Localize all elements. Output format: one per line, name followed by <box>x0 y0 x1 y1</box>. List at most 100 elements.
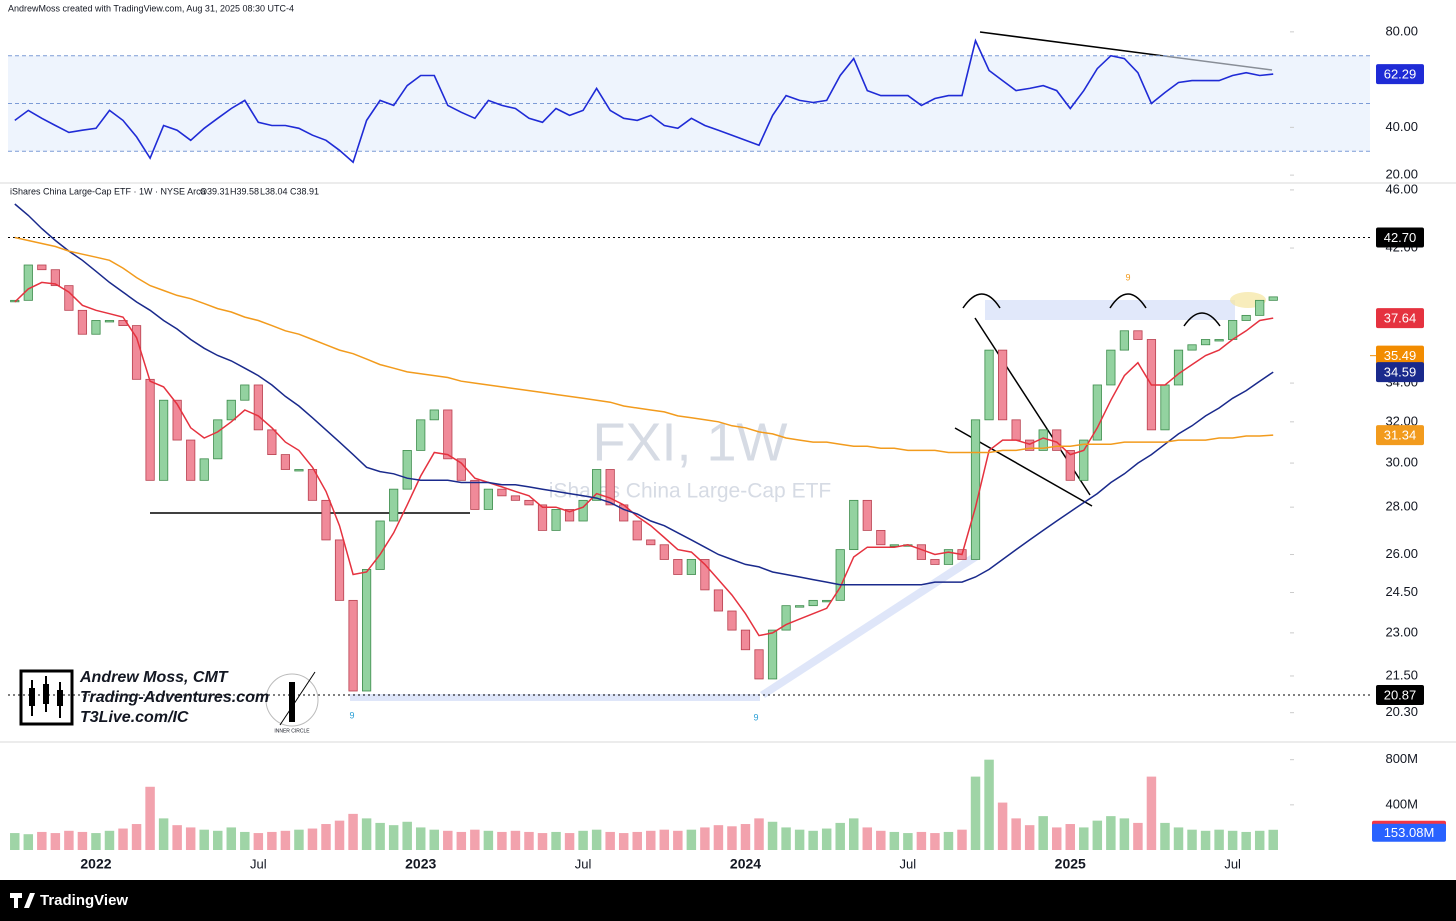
rsi-line <box>14 38 1274 164</box>
candle <box>199 458 209 481</box>
volume-bar <box>578 830 588 850</box>
candle <box>348 599 358 692</box>
volume-bar <box>1133 822 1143 850</box>
volume-label: 153.08M <box>1384 825 1435 840</box>
candle <box>943 549 954 565</box>
volume-bar <box>199 829 209 850</box>
volume-bar <box>849 818 859 850</box>
price-label: 37.64 <box>1384 311 1417 326</box>
candle <box>456 458 466 481</box>
watermark: FXI, 1W <box>592 412 787 472</box>
volume-bar <box>984 759 994 850</box>
candle <box>186 439 196 481</box>
candle <box>280 454 290 470</box>
moving-average <box>14 281 1274 637</box>
y-tick-label: 30.00 <box>1385 455 1418 470</box>
candle <box>727 610 737 631</box>
candle <box>795 605 805 608</box>
volume-bar <box>10 833 20 850</box>
candle <box>307 469 318 501</box>
candle <box>1241 314 1251 321</box>
candle <box>77 309 88 335</box>
candle <box>686 559 696 575</box>
volume-bar <box>1200 830 1211 850</box>
volume-bar <box>1173 827 1184 850</box>
volume-bar <box>294 829 304 850</box>
candle <box>1065 450 1075 481</box>
candle <box>646 539 656 546</box>
candle <box>767 629 778 680</box>
price-label: 62.29 <box>1384 67 1417 82</box>
volume-bar <box>470 829 480 850</box>
price-label: 34.59 <box>1384 365 1417 380</box>
candle <box>551 509 561 531</box>
volume-bar <box>213 830 223 850</box>
volume-bar <box>659 829 670 850</box>
moving-average <box>14 203 1274 586</box>
volume-bar <box>118 828 128 850</box>
volume-bar <box>794 829 805 850</box>
candle <box>104 320 115 323</box>
price-label-box <box>1376 684 1424 705</box>
volume-bar <box>185 827 196 850</box>
candle <box>862 499 872 531</box>
volume-bar <box>456 831 467 850</box>
volume-bar <box>524 831 534 850</box>
volume-bar <box>781 827 791 850</box>
volume-bar <box>240 831 250 850</box>
candle <box>808 599 818 607</box>
volume-bar <box>267 831 277 850</box>
volume-bar <box>591 829 602 850</box>
brand-line: T3Live.com/IC <box>80 709 189 726</box>
candle <box>673 559 683 575</box>
candle <box>334 539 345 601</box>
volume-bar <box>713 825 724 850</box>
volume-bar <box>767 821 778 850</box>
volume-bar <box>37 831 47 850</box>
x-tick-label: 2025 <box>1055 856 1086 872</box>
volume-bar <box>943 831 954 850</box>
candle <box>822 599 832 603</box>
volume-bar <box>1024 825 1035 850</box>
candle <box>389 488 399 522</box>
candle <box>835 549 845 601</box>
x-tick-label: Jul <box>900 856 917 871</box>
volume-bar <box>997 802 1008 850</box>
x-tick-label: Jul <box>575 856 592 871</box>
volume-bar <box>1051 827 1062 850</box>
price-label-box <box>1376 227 1424 248</box>
brand-line: Trading-Adventures.com <box>80 689 269 706</box>
candle <box>1119 330 1129 351</box>
volume-bar <box>23 834 34 850</box>
symbol-legend: iShares China Large-Cap ETF · 1W · NYSE … <box>10 186 206 196</box>
volume-bar <box>91 833 101 850</box>
ohlc: H39.58 <box>230 186 259 196</box>
candle <box>416 419 426 451</box>
candle <box>362 569 372 692</box>
y-tick-label: 40.00 <box>1385 119 1418 134</box>
candle <box>632 520 642 541</box>
y-tick-label: 26.00 <box>1385 546 1418 561</box>
volume-bar <box>1268 829 1278 850</box>
candle <box>226 399 236 421</box>
candle <box>267 429 277 456</box>
y-tick-label: 46.00 <box>1385 181 1418 196</box>
footer-brand[interactable]: TradingView <box>40 892 128 909</box>
volume-bar <box>1065 824 1075 850</box>
volume-bar <box>1119 818 1130 850</box>
volume-bar <box>551 831 561 850</box>
candle <box>605 469 615 506</box>
candle <box>984 349 994 421</box>
candle <box>592 469 602 501</box>
volume-bar <box>402 821 412 850</box>
candle <box>402 450 412 490</box>
watermark-sub: iShares China Large-Cap ETF <box>549 480 831 503</box>
price-label: 31.34 <box>1384 428 1417 443</box>
count-marker: 9 <box>1125 272 1130 282</box>
price-label-box <box>1376 362 1424 383</box>
y-tick-label: 400M <box>1385 796 1418 811</box>
brand-logo <box>19 669 319 727</box>
candle <box>1079 439 1089 481</box>
volume-bar <box>483 830 494 850</box>
